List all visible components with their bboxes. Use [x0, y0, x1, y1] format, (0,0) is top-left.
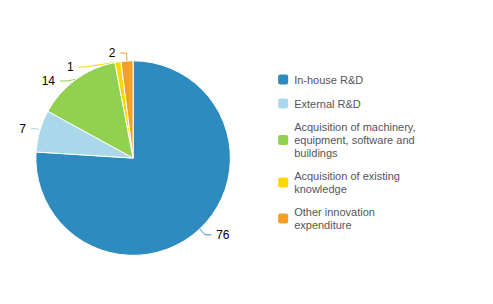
svg-text:buildings: buildings [294, 147, 338, 159]
svg-text:In-house R&D: In-house R&D [294, 74, 363, 86]
svg-text:Acquisition of machinery,: Acquisition of machinery, [294, 121, 415, 133]
svg-text:External R&D: External R&D [294, 98, 361, 110]
svg-text:expenditure: expenditure [294, 219, 352, 231]
svg-text:2: 2 [109, 46, 116, 60]
svg-text:knowledge: knowledge [294, 183, 347, 195]
svg-text:Acquisition of existing: Acquisition of existing [294, 170, 400, 182]
svg-text:14: 14 [42, 74, 56, 88]
svg-text:1: 1 [67, 60, 74, 74]
svg-text:76: 76 [216, 228, 230, 242]
svg-text:7: 7 [19, 122, 26, 136]
svg-text:Other innovation: Other innovation [294, 206, 375, 218]
svg-text:equipment, software and: equipment, software and [294, 134, 414, 146]
